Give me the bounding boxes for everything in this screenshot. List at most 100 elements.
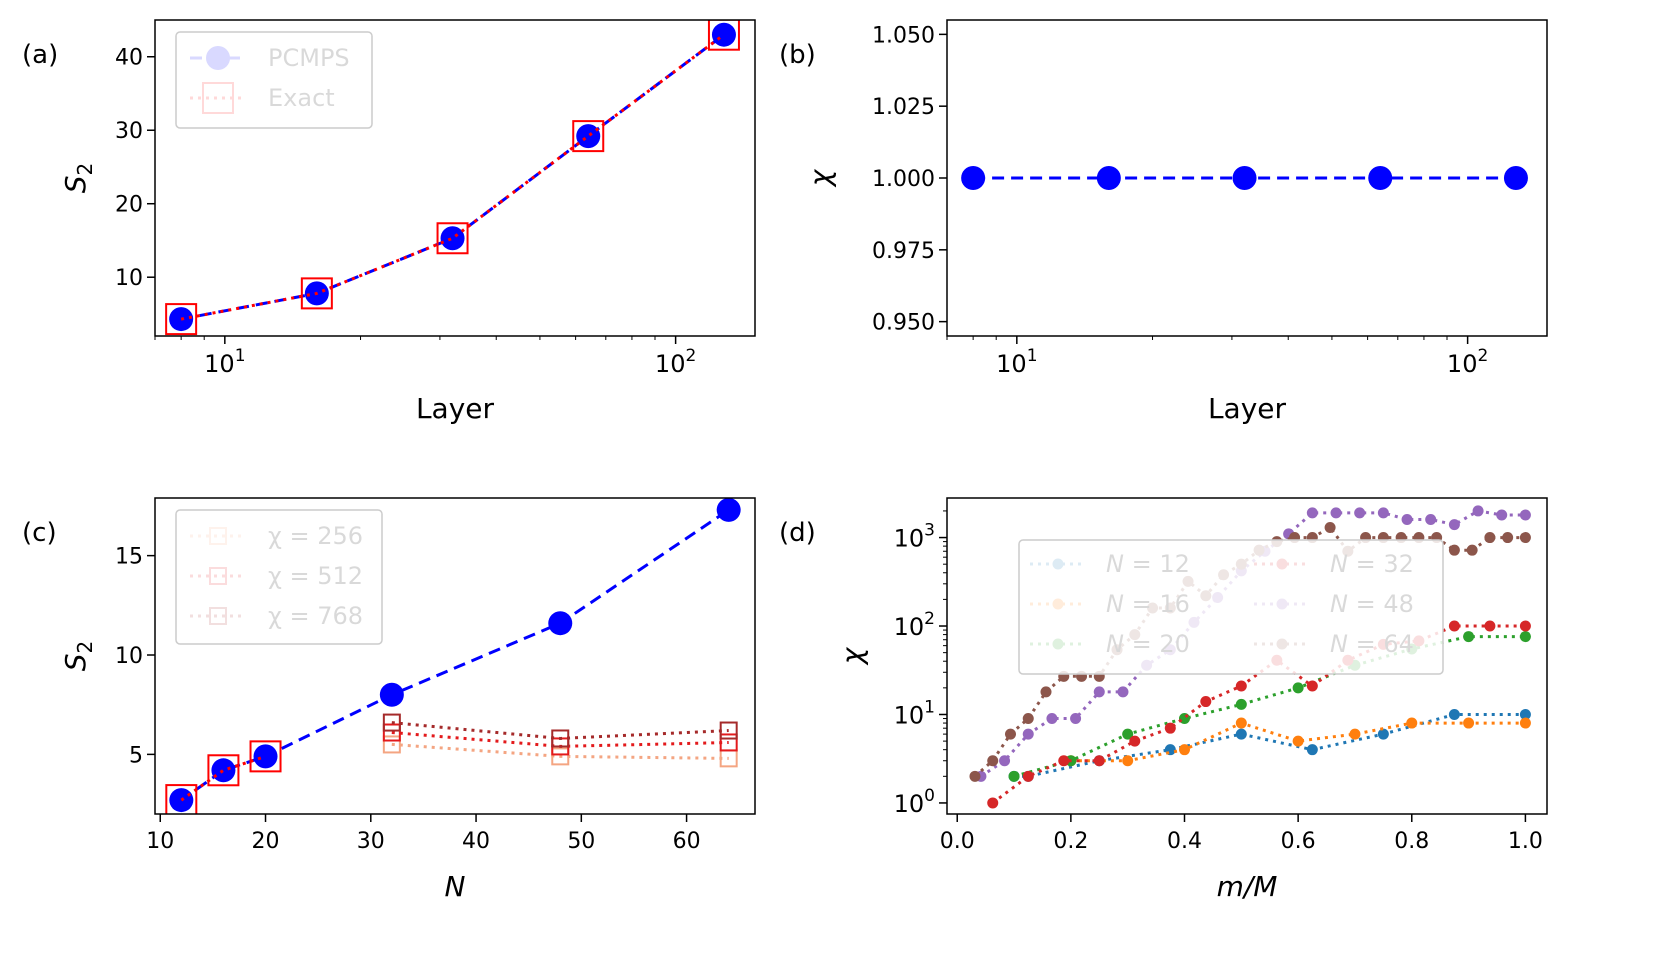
data-point <box>1484 532 1496 544</box>
series-exact <box>165 20 740 336</box>
data-point <box>436 222 469 255</box>
data-point <box>1377 507 1389 519</box>
data-point <box>987 755 999 767</box>
y-tick-label: 40 <box>115 46 143 71</box>
data-point <box>1466 544 1478 556</box>
data-point <box>1096 166 1121 190</box>
data-point <box>1448 519 1460 531</box>
data-point <box>440 226 465 251</box>
tick-base: 10 <box>894 701 925 729</box>
series-line <box>391 721 729 741</box>
data-point <box>1070 713 1082 725</box>
x-tick-label: 50 <box>567 829 595 854</box>
data-point <box>1463 631 1475 643</box>
data-point <box>1235 717 1247 729</box>
x-axis-label: N <box>445 870 466 903</box>
data-point <box>1484 620 1496 632</box>
y-axis-label: χ <box>804 168 837 188</box>
tick-base: 10 <box>655 350 686 378</box>
data-point <box>1022 728 1034 740</box>
y-tick-label: 10 <box>115 644 143 669</box>
data-point <box>1448 708 1460 720</box>
data-point <box>1463 717 1475 729</box>
tick-base: 10 <box>1447 350 1478 378</box>
data-point <box>1200 696 1212 708</box>
data-point <box>1235 728 1247 740</box>
data-point <box>1129 735 1141 747</box>
x-tick-label: 30 <box>357 829 385 854</box>
series--768 <box>382 713 738 748</box>
y-tick-label: 1.000 <box>872 167 935 192</box>
data-point <box>1046 713 1058 725</box>
x-tick-label: 102 <box>655 346 696 378</box>
data-point <box>1022 713 1034 725</box>
y-tick-label: 100 <box>894 786 935 818</box>
y-label-main: χ <box>804 168 837 188</box>
series-12 <box>1008 708 1531 782</box>
tick-exponent: 0 <box>924 786 935 806</box>
data-point <box>1004 728 1016 740</box>
data-point <box>987 797 999 809</box>
y-axis-label: S2 <box>59 163 97 194</box>
data-point <box>719 721 738 740</box>
series-line <box>1014 713 1526 778</box>
data-point <box>1122 755 1134 767</box>
y-axis-label: S2 <box>59 641 97 672</box>
panel-c: (c) 10 20 30 40 50 60 5 10 15 N S2 <box>22 497 756 903</box>
data-point <box>300 277 333 310</box>
tick-base: 10 <box>894 790 925 818</box>
data-point <box>1354 507 1366 519</box>
x-tick-label: 10 <box>146 829 174 854</box>
x-tick-label: 101 <box>204 346 245 378</box>
x-tick-label: 1.0 <box>1508 829 1543 854</box>
tick-base: 10 <box>996 350 1027 378</box>
y-tick-label: 5 <box>129 743 143 768</box>
tick-exponent: 2 <box>1477 346 1488 366</box>
y-label-main: S <box>59 175 92 193</box>
tick-exponent: 1 <box>1027 346 1038 366</box>
plot-area <box>165 498 741 814</box>
series-exact <box>165 740 282 814</box>
data-point <box>379 682 404 707</box>
data-point <box>1448 620 1460 632</box>
data-point <box>1448 544 1460 556</box>
data-point <box>1179 713 1190 725</box>
y-tick-label: 101 <box>894 697 935 729</box>
data-point <box>1058 755 1070 767</box>
x-tick-label: 0.6 <box>1281 829 1316 854</box>
data-point <box>211 758 236 783</box>
y-tick-label: 0.950 <box>872 311 935 336</box>
data-point <box>719 733 738 752</box>
series--256 <box>382 735 738 768</box>
data-point <box>1040 686 1052 698</box>
data-point <box>382 713 401 732</box>
y-tick-label: 1.050 <box>872 23 935 48</box>
data-point <box>1519 631 1531 643</box>
data-point <box>1368 166 1393 190</box>
y-tick-label: 1.025 <box>872 95 935 120</box>
panel-label: (b) <box>779 40 816 70</box>
data-point <box>1022 770 1034 782</box>
x-axis-label: Layer <box>416 392 495 425</box>
data-point <box>1503 166 1528 190</box>
tick-exponent: 1 <box>924 697 935 717</box>
data-point <box>572 120 605 153</box>
data-point <box>1122 728 1134 740</box>
data-point <box>1306 744 1318 756</box>
data-point <box>1519 620 1531 632</box>
axes-frame <box>946 497 1548 815</box>
plot-area <box>961 166 1528 190</box>
data-point <box>1179 744 1190 756</box>
data-point <box>1519 708 1531 720</box>
data-point <box>1406 717 1418 729</box>
data-point <box>1425 514 1437 525</box>
y-tick-label: 10 <box>115 266 143 291</box>
x-tick-label: 0.0 <box>940 829 975 854</box>
data-point <box>249 740 282 773</box>
x-tick-label: 101 <box>996 346 1037 378</box>
data-point <box>165 784 198 814</box>
panel-label: (a) <box>22 40 58 70</box>
legend-box <box>175 509 383 645</box>
